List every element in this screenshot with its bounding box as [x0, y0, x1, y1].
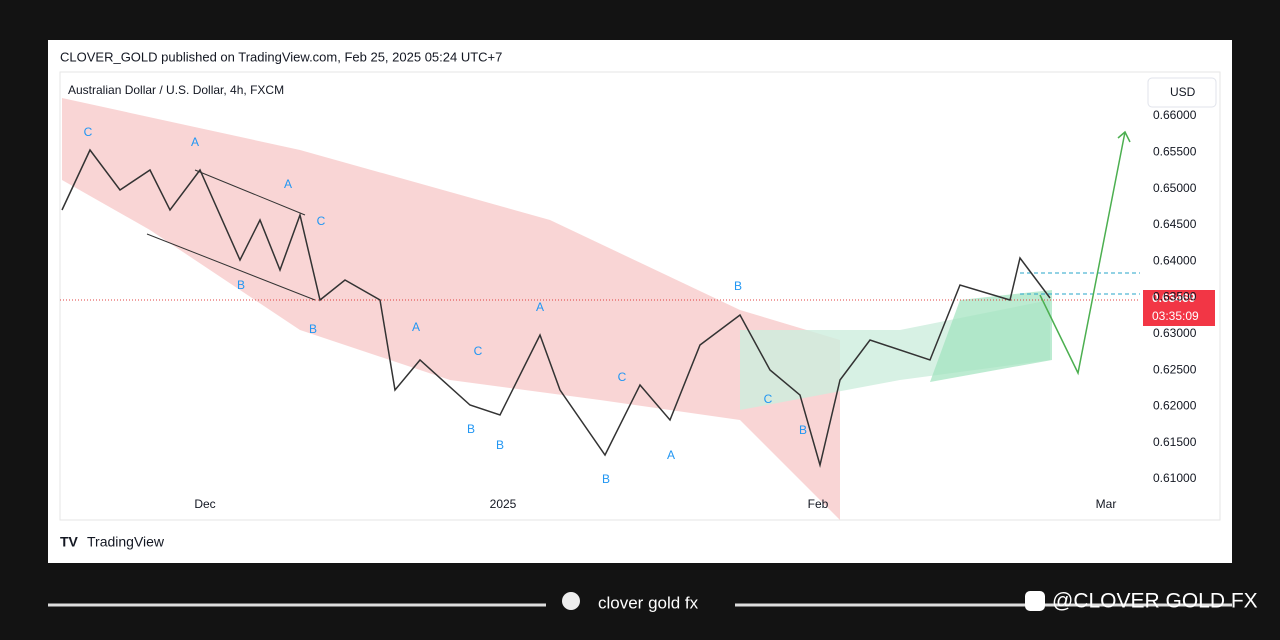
trend-line: [146, 233, 316, 301]
time-label: Dec: [194, 497, 215, 511]
time-label: Feb: [808, 497, 829, 511]
wave-label: C: [474, 344, 483, 358]
handle: @CLOVER GOLD FX: [1052, 590, 1258, 613]
wave-label: B: [467, 422, 475, 436]
price-label: 0.61000: [1153, 471, 1197, 485]
cloud-green-dark: [930, 290, 1052, 382]
wave-label: A: [284, 177, 292, 191]
price-label: 0.63000: [1153, 326, 1197, 340]
wave-label: B: [602, 472, 610, 486]
price-label: 0.65500: [1153, 144, 1197, 158]
wave-label: B: [309, 322, 317, 336]
countdown-box: [1143, 308, 1215, 326]
wave-label: B: [734, 279, 742, 293]
cloud-red: [62, 98, 840, 520]
clover-icon: [562, 592, 580, 610]
wave-label: C: [764, 392, 773, 406]
wave-label: B: [799, 423, 807, 437]
price-path: [61, 148, 1051, 468]
price-label: 0.61500: [1153, 435, 1197, 449]
price-label: 0.62000: [1153, 399, 1197, 413]
price-label: 0.64500: [1153, 217, 1197, 231]
wave-label: B: [496, 438, 504, 452]
countdown: 03:35:09: [1152, 309, 1199, 323]
currency-box: [1147, 77, 1217, 108]
wave-label: A: [536, 300, 544, 314]
wave-label: C: [84, 125, 93, 139]
last-price-box: [1143, 290, 1215, 308]
projection: [1039, 131, 1126, 376]
price-label: 0.64000: [1153, 253, 1197, 267]
price-label: 0.62500: [1153, 362, 1197, 376]
time-label: 2025: [490, 497, 517, 511]
publisher: CLOVER_GOLD published on TradingView.com…: [60, 49, 502, 64]
symbol: Australian Dollar / U.S. Dollar, 4h, FXC…: [68, 83, 284, 97]
price-label: 0.63500: [1153, 290, 1197, 304]
brand: TradingView: [87, 534, 165, 550]
price-label: 0.66000: [1153, 108, 1197, 122]
currency: USD: [1170, 85, 1196, 99]
wave-label: C: [618, 370, 627, 384]
price-label: 0.65000: [1153, 181, 1197, 195]
last-price: 0.63469: [1152, 291, 1196, 305]
projection-arrow: [1117, 130, 1131, 143]
wave-label: A: [667, 448, 675, 462]
wave-label: B: [237, 278, 245, 292]
tv-logo: TV: [60, 534, 79, 550]
time-label: Mar: [1096, 497, 1117, 511]
trend-line: [194, 169, 306, 216]
wave-label: A: [191, 135, 199, 149]
logo-text: clover gold fx: [598, 593, 699, 612]
wave-label: C: [317, 214, 326, 228]
wave-label: A: [412, 320, 420, 334]
facebook-icon: [1025, 591, 1045, 611]
